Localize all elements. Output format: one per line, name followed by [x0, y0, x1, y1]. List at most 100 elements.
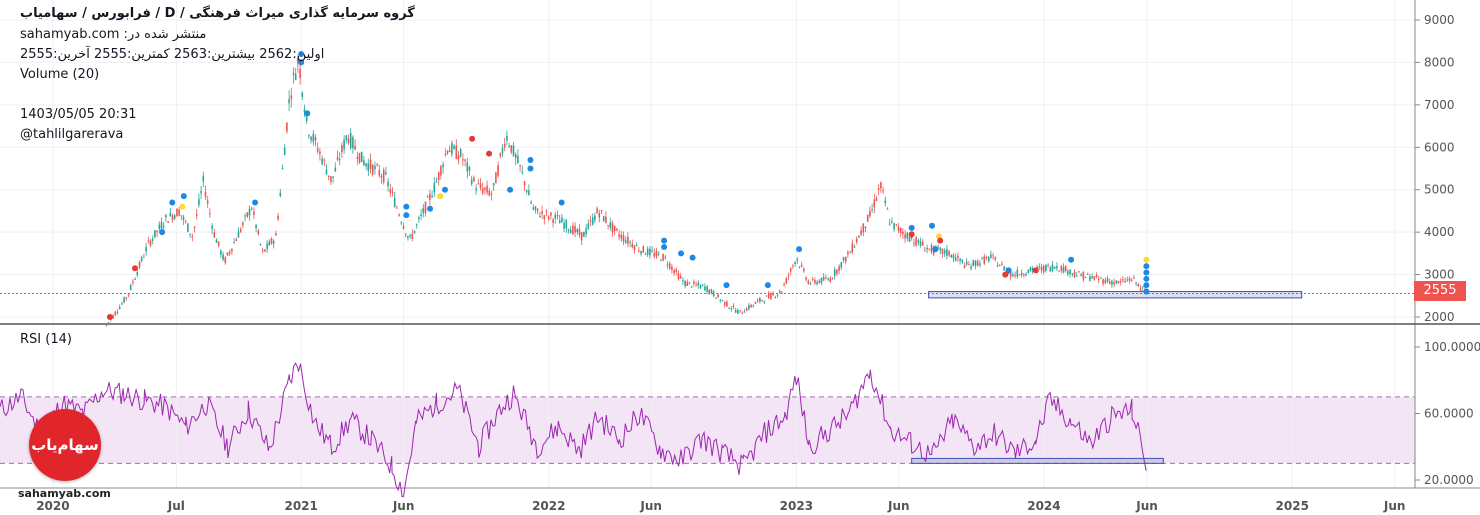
- candle-body: [591, 217, 594, 225]
- candle-body: [305, 114, 308, 122]
- candle-body: [266, 243, 268, 249]
- candle-body: [411, 233, 414, 239]
- candle-body: [605, 216, 607, 223]
- candle-body: [310, 136, 312, 141]
- sahamyab-logo: سهام‌یاب: [29, 409, 101, 481]
- candle-body: [455, 145, 458, 159]
- candle-body: [666, 264, 669, 266]
- candle-body: [182, 216, 185, 220]
- candle-body: [803, 268, 805, 272]
- candle-body: [1062, 267, 1065, 273]
- candle-body: [481, 188, 484, 194]
- candle-body: [838, 266, 840, 271]
- signal-dot: [169, 199, 176, 206]
- candle-body: [437, 172, 440, 181]
- candle-body: [1060, 265, 1063, 271]
- candle-body: [1097, 278, 1100, 281]
- candle-body: [479, 183, 482, 188]
- candle-body: [809, 283, 812, 285]
- candle-body: [237, 231, 240, 238]
- candle-body: [354, 145, 356, 150]
- candle-body: [319, 151, 321, 155]
- x-tick-label: 2025: [1276, 499, 1309, 513]
- candle-body: [609, 222, 612, 228]
- candle-body: [611, 223, 614, 233]
- candle-body: [270, 238, 273, 244]
- candle-body: [745, 308, 748, 311]
- candle-body: [330, 176, 332, 182]
- candle-body: [963, 265, 966, 268]
- candle-body: [796, 259, 799, 261]
- candle-body: [1023, 274, 1025, 276]
- candle-body: [882, 190, 884, 192]
- candle-body: [407, 235, 409, 238]
- candle-body: [327, 175, 330, 178]
- candle-body: [743, 311, 746, 313]
- signal-dot: [507, 186, 514, 193]
- candle-body: [620, 234, 623, 239]
- candle-body: [178, 209, 180, 216]
- candle-body: [501, 148, 504, 154]
- candle-body: [495, 172, 497, 184]
- candle-body: [908, 236, 911, 242]
- candle-body: [996, 265, 999, 267]
- candle-body: [928, 248, 931, 250]
- candle-body: [754, 302, 757, 304]
- candle-body: [1104, 280, 1107, 284]
- rsi-support-zone: [911, 457, 1164, 464]
- candle-body: [325, 169, 328, 175]
- candle-body: [574, 226, 576, 233]
- signal-dot: [403, 203, 410, 210]
- candle-body: [264, 249, 266, 252]
- candle-body: [1014, 274, 1016, 276]
- x-tick-label: 2022: [532, 499, 565, 513]
- candle-body: [946, 248, 948, 256]
- candle-body: [525, 190, 528, 193]
- candle-body: [1082, 272, 1085, 280]
- candle-body: [860, 230, 862, 235]
- candle-body: [596, 208, 598, 214]
- candle-body: [1051, 264, 1054, 271]
- candle-body: [974, 260, 977, 266]
- candle-body: [759, 297, 761, 302]
- candle-body: [985, 257, 988, 259]
- candle-body: [374, 165, 376, 170]
- ohlc-line: اولین:2562 بیشترین:2563 کمترین:2555 آخری…: [20, 47, 325, 62]
- candle-body: [116, 311, 119, 313]
- candle-body: [772, 294, 774, 296]
- candle-body: [380, 175, 383, 178]
- candle-body: [913, 242, 915, 245]
- candle-body: [1117, 281, 1120, 283]
- candle-body: [352, 137, 354, 149]
- x-tick-label: Jul: [167, 499, 185, 513]
- candle-body: [530, 201, 532, 204]
- candle-body: [371, 164, 374, 175]
- candle-body: [1141, 286, 1144, 288]
- candle-body: [739, 310, 741, 312]
- candle-body: [114, 312, 117, 315]
- candle-body: [453, 145, 455, 149]
- candle-body: [1122, 278, 1124, 281]
- candle-body: [539, 215, 541, 218]
- candle-body: [781, 291, 783, 293]
- signal-dot: [1068, 256, 1075, 263]
- signal-dot: [304, 110, 311, 117]
- candle-body: [1111, 280, 1113, 285]
- candle-body: [814, 279, 816, 284]
- candle-body: [693, 281, 695, 284]
- logo-caption: sahamyab.com: [18, 487, 111, 500]
- x-tick-label: Jun: [887, 499, 910, 513]
- candle-body: [965, 261, 968, 265]
- candle-body: [180, 215, 183, 217]
- y-tick-label: 8000: [1424, 55, 1455, 69]
- candle-body: [587, 223, 590, 229]
- candle-body: [367, 163, 370, 172]
- rsi-y-tick-label: 60.0000: [1424, 407, 1474, 421]
- candle-body: [292, 72, 295, 75]
- candle-body: [572, 225, 574, 235]
- candle-body: [818, 280, 821, 283]
- candle-body: [994, 257, 997, 260]
- candle-body: [239, 229, 242, 232]
- candle-body: [805, 277, 807, 280]
- candle-body: [939, 247, 942, 251]
